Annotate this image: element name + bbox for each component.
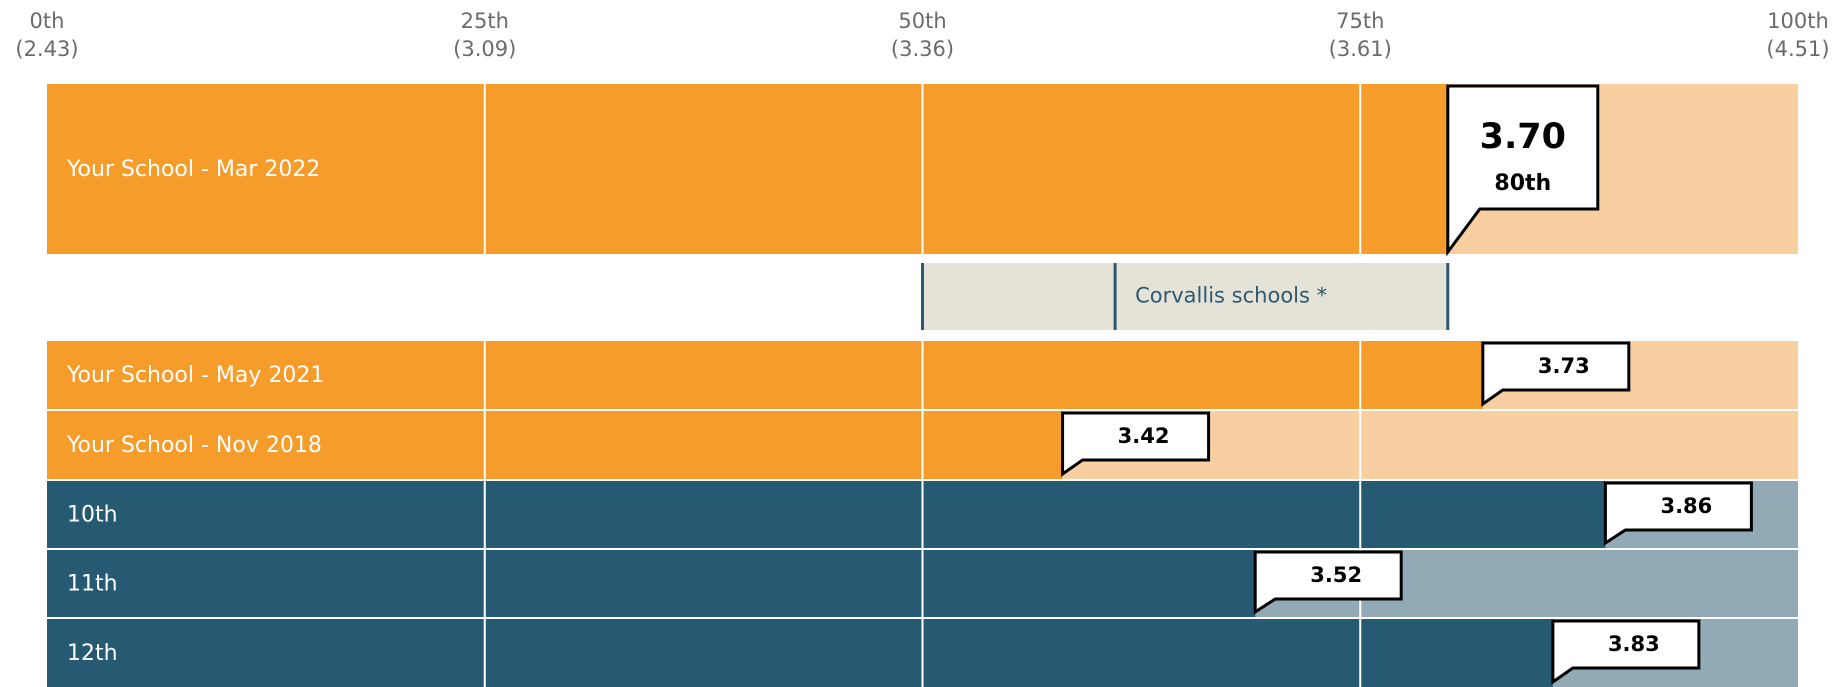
callout-score: 3.70 (1480, 117, 1566, 157)
callout-box (1603, 481, 1753, 546)
row-label: 10th (67, 503, 118, 528)
callout-score: 3.73 (1538, 354, 1590, 378)
bar (47, 550, 1256, 617)
callout: 3.83 (1551, 619, 1701, 685)
row-label: Your School - Mar 2022 (66, 157, 320, 182)
x-tick-label: 25th (461, 9, 509, 33)
bar (47, 411, 1063, 479)
range-box (922, 263, 1448, 330)
x-tick-score: (3.36) (891, 37, 954, 61)
callout: 3.70 80th (1446, 84, 1600, 257)
x-tick-label: 100th (1767, 9, 1829, 33)
callout: 3.86 (1603, 481, 1753, 546)
x-tick-score: (4.51) (1766, 37, 1829, 61)
range-label: Corvallis schools * (1135, 284, 1327, 308)
x-tick-score: (3.09) (453, 37, 516, 61)
x-tick-label: 50th (898, 9, 946, 33)
row-label: Your School - May 2021 (66, 363, 324, 388)
callout-box (1481, 341, 1631, 407)
callout: 3.73 (1481, 341, 1631, 407)
x-tick-score: (3.61) (1329, 37, 1392, 61)
callout-score: 3.86 (1660, 494, 1712, 518)
callout-box (1446, 84, 1600, 257)
callout: 3.42 (1061, 411, 1211, 477)
x-tick-label: 0th (30, 9, 65, 33)
bar (47, 619, 1553, 687)
callout-score: 3.42 (1118, 424, 1170, 448)
x-tick-label: 75th (1336, 9, 1384, 33)
callout-box (1253, 550, 1403, 615)
callout-score: 3.83 (1608, 632, 1660, 656)
callout-box (1061, 411, 1211, 477)
callout: 3.52 (1253, 550, 1403, 615)
callout-score: 3.52 (1310, 563, 1362, 587)
callout-percentile: 80th (1494, 171, 1551, 196)
bar (47, 341, 1483, 409)
bar (47, 481, 1606, 548)
row-label: Your School - Nov 2018 (66, 433, 322, 458)
callout-box (1551, 619, 1701, 685)
row-label: 12th (67, 641, 118, 666)
row-label: 11th (67, 572, 118, 597)
bar (47, 84, 1448, 254)
x-tick-score: (2.43) (15, 37, 78, 61)
